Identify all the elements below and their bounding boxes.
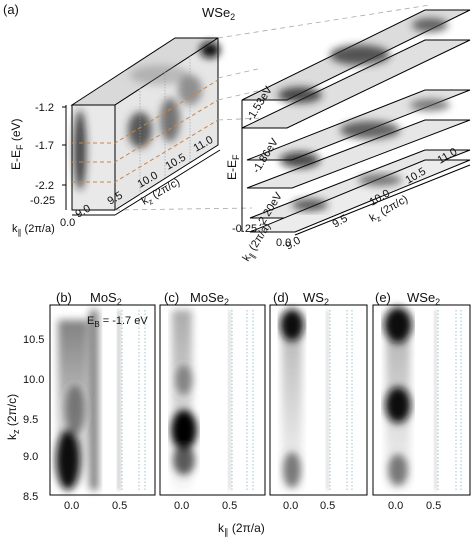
kz-axis-bottom-label: kz (2π/c) bbox=[5, 394, 21, 440]
energy-axis-label: E-EF (eV) bbox=[9, 118, 25, 170]
panel-b-label: (b) bbox=[56, 290, 72, 305]
bottom-panels: kz (2π/c) 10.5 10.0 9.5 9.0 8.5 (b) M bbox=[5, 290, 471, 537]
kpar-right-tick-1: -0.25 bbox=[232, 223, 257, 235]
energy-axis-label-right: E-EF bbox=[225, 154, 241, 180]
panel-e-label: (e) bbox=[375, 290, 391, 305]
kpar-e-tick-0: 0.0 bbox=[388, 500, 403, 512]
kz-bottom-tick-105: 10.5 bbox=[23, 334, 44, 346]
kpar-tick-2: 0.0 bbox=[60, 217, 75, 229]
energy-tick-2: -1.7 bbox=[35, 140, 54, 152]
panel-c-material: MoSe2 bbox=[190, 290, 229, 307]
kpar-b-tick-05: 0.5 bbox=[112, 500, 127, 512]
kpar-e-tick-05: 0.5 bbox=[426, 500, 441, 512]
kz-bottom-tick-100: 10.0 bbox=[23, 374, 44, 386]
kpar-b-tick-0: 0.0 bbox=[64, 500, 79, 512]
kpar-d-tick-05: 0.5 bbox=[320, 500, 335, 512]
panel-a: (a) WSe2 bbox=[3, 2, 471, 264]
kpar-tick-1: -0.25 bbox=[30, 195, 55, 207]
panel-c-label: (c) bbox=[164, 290, 179, 305]
energy-axis: -1.2 -1.7 -2.2 E-EF (eV) bbox=[9, 102, 67, 210]
panel-b: (b) MoS2 EB = -1.7 eV bbox=[49, 290, 156, 496]
panel-e-material: WSe2 bbox=[407, 290, 440, 307]
kpar-right-tick-2: 0.0 bbox=[276, 237, 291, 249]
kpar-c-tick-0: 0.0 bbox=[174, 500, 189, 512]
panel-c: (c) MoSe2 bbox=[159, 290, 266, 496]
kz-bottom-tick-85: 8.5 bbox=[23, 491, 38, 503]
panel-d: (d) WS2 bbox=[269, 290, 368, 496]
panel-a-label: (a) bbox=[3, 2, 19, 17]
kpar-axis-bottom-label: k∥ (2π/a) bbox=[218, 521, 265, 537]
slice-stack: -1.53eV -1.86eV -2.20eV E-EF 9.0 bbox=[225, 9, 471, 264]
panel-d-material: WS2 bbox=[303, 290, 329, 307]
kz-bottom-tick-95: 9.5 bbox=[23, 414, 38, 426]
projection-lines bbox=[114, 4, 431, 211]
kz-bottom-tick-90: 9.0 bbox=[23, 451, 38, 463]
kpar-axis-a: -0.25 0.0 k∥ (2π/a) bbox=[12, 195, 115, 237]
kz-axis-bottom: kz (2π/c) 10.5 10.0 9.5 9.0 8.5 bbox=[5, 334, 44, 503]
panel-a-material: WSe2 bbox=[202, 5, 235, 22]
panel-b-material: MoS2 bbox=[90, 290, 122, 307]
kpar-d-tick-0: 0.0 bbox=[283, 500, 298, 512]
kpar-c-tick-05: 0.5 bbox=[222, 500, 237, 512]
panel-d-label: (d) bbox=[273, 290, 289, 305]
band-box-3d bbox=[70, 37, 220, 211]
panel-e: (e) WSe2 bbox=[372, 290, 471, 496]
eb-annotation: EB = -1.7 eV bbox=[87, 315, 148, 329]
energy-tick-3: -2.2 bbox=[35, 180, 54, 192]
energy-tick-1: -1.2 bbox=[35, 102, 54, 114]
kpar-axis-bottom: 0.0 0.5 0.0 0.5 0.0 0.5 0.0 0.5 k∥ (2π/a… bbox=[64, 500, 441, 537]
kpar-axis-label: k∥ (2π/a) bbox=[12, 223, 55, 237]
